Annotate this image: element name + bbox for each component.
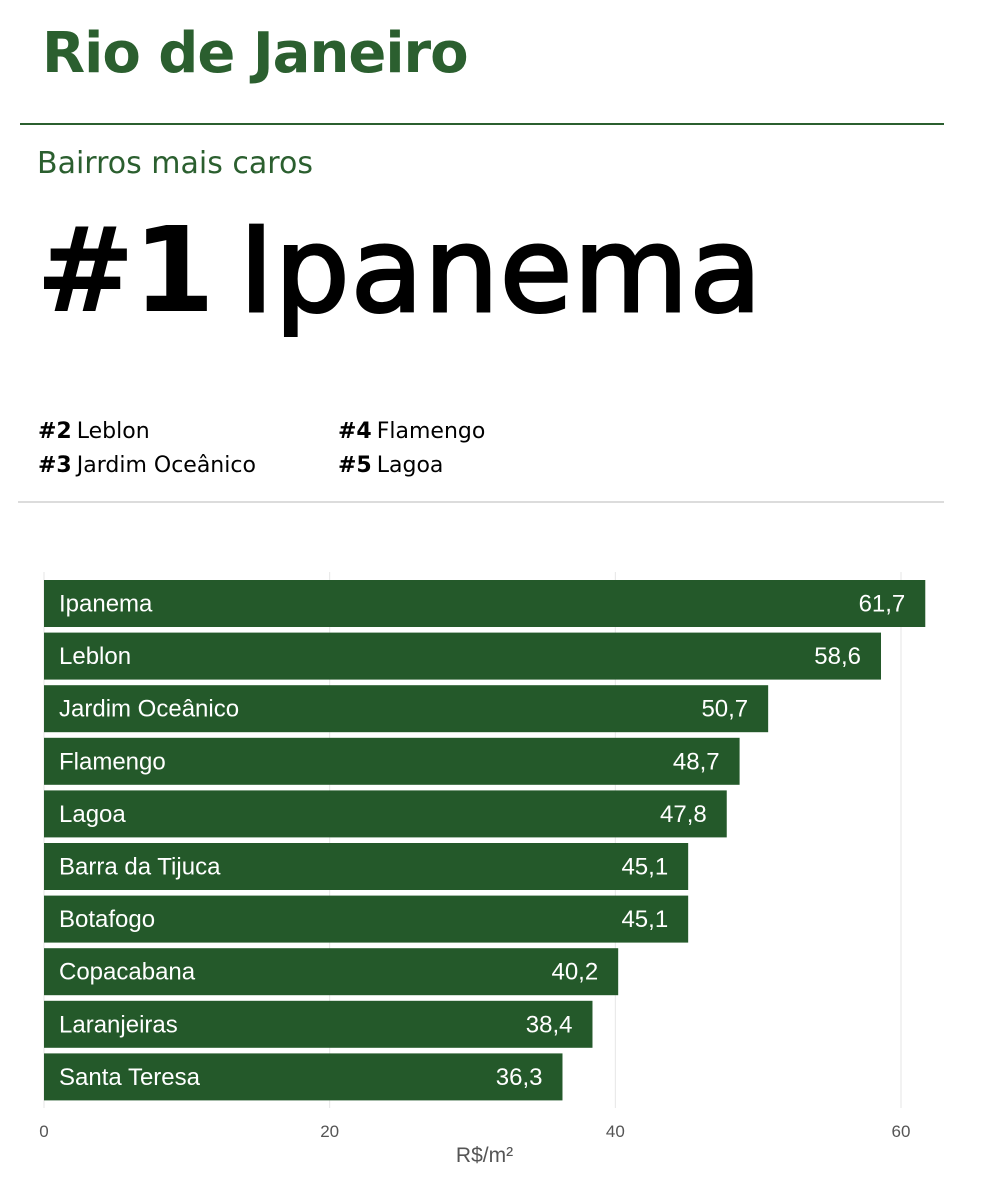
- section-subtitle: Bairros mais caros: [37, 146, 313, 181]
- top-neighborhood-headline: #1 Ipanema: [36, 200, 763, 341]
- ranking-number: #3: [38, 453, 72, 478]
- x-tick-label: 60: [892, 1122, 911, 1141]
- ranking-item: #2 Leblon: [38, 415, 256, 449]
- ranking-item: #5 Lagoa: [338, 449, 485, 483]
- bar: [44, 948, 619, 996]
- ranking-name: Lagoa: [376, 453, 444, 478]
- bar-value-label: 47,8: [660, 801, 707, 828]
- bar-value-label: 45,1: [621, 906, 668, 933]
- bar-value-label: 61,7: [859, 591, 906, 618]
- ranking-name: Jardim Oceânico: [76, 453, 256, 478]
- bar: [44, 790, 727, 838]
- bar-category-label: Botafogo: [59, 906, 155, 933]
- title-divider: [20, 123, 944, 125]
- bar-value-label: 45,1: [621, 854, 668, 881]
- bar: [44, 843, 689, 890]
- bar-value-label: 36,3: [496, 1064, 543, 1091]
- top-neighborhood-name: Ipanema: [237, 200, 763, 341]
- bar-value-label: 38,4: [526, 1011, 573, 1038]
- price-bar-chart: Ipanema 61,7 Leblon 58,6 Jardim Oceânico 50,7…: [39, 572, 926, 1167]
- bar-category-label: Laranjeiras: [59, 1011, 178, 1038]
- bar-category-label: Santa Teresa: [59, 1064, 201, 1091]
- bar-category-label: Jardim Oceânico: [59, 696, 239, 723]
- bar: [44, 895, 689, 943]
- ranking-column-right: #4 Flamengo #5 Lagoa: [338, 415, 485, 483]
- bar-category-label: Leblon: [59, 643, 131, 670]
- bar-value-label: 58,6: [814, 643, 861, 670]
- bar-category-label: Copacabana: [59, 959, 196, 986]
- ranking-number: #2: [38, 419, 72, 444]
- x-tick-label: 0: [39, 1122, 48, 1141]
- bar: [44, 685, 769, 733]
- ranking-item: #4 Flamengo: [338, 415, 485, 449]
- bar: [44, 1000, 593, 1048]
- x-axis-title: R$/m²: [456, 1144, 513, 1167]
- bar-category-label: Barra da Tijuca: [59, 854, 221, 881]
- ranking-name: Leblon: [76, 419, 150, 444]
- x-tick-label: 40: [606, 1122, 625, 1141]
- bar: [44, 1053, 563, 1101]
- page-title: Rio de Janeiro: [42, 21, 469, 86]
- ranking-number: #5: [338, 453, 372, 478]
- bar: [44, 737, 740, 785]
- bar-value-label: 40,2: [551, 959, 598, 986]
- ranking-number: #4: [338, 419, 372, 444]
- top-rank: #1: [36, 201, 215, 339]
- section-divider: [18, 501, 944, 503]
- bar-category-label: Flamengo: [59, 748, 166, 775]
- bar-value-label: 48,7: [673, 748, 720, 775]
- ranking-name: Flamengo: [376, 419, 486, 444]
- ranking-column-left: #2 Leblon #3 Jardim Oceânico: [38, 415, 256, 483]
- bar: [44, 632, 882, 680]
- bar-category-label: Lagoa: [59, 801, 126, 828]
- bar-category-label: Ipanema: [59, 591, 153, 618]
- x-tick-label: 20: [320, 1122, 339, 1141]
- bar-value-label: 50,7: [701, 696, 748, 723]
- bar: [44, 580, 926, 627]
- ranking-item: #3 Jardim Oceânico: [38, 449, 256, 483]
